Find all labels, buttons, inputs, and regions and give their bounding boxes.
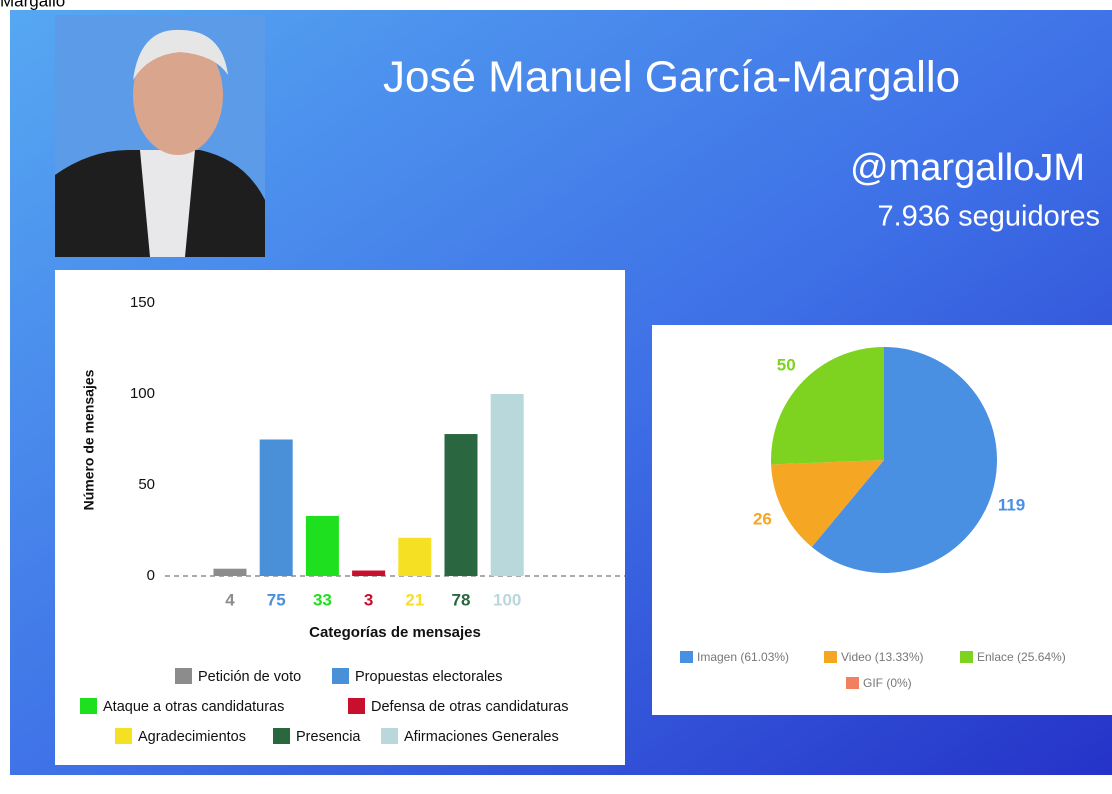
bar bbox=[398, 538, 431, 576]
legend-label: GIF (0%) bbox=[863, 676, 912, 690]
legend-swatch bbox=[960, 651, 973, 663]
title: José Manuel García-Margallo bbox=[383, 53, 960, 102]
legend-swatch bbox=[824, 651, 837, 663]
legend-swatch bbox=[273, 728, 290, 744]
legend-label: Agradecimientos bbox=[138, 729, 246, 745]
legend-label: Video (13.33%) bbox=[841, 650, 924, 664]
legend-label: Petición de voto bbox=[198, 669, 301, 685]
y-tick-label: 100 bbox=[130, 385, 155, 402]
bar bbox=[491, 394, 524, 576]
legend-label: Ataque a otras candidaturas bbox=[103, 699, 284, 715]
portrait bbox=[55, 15, 265, 257]
value-label: 3 bbox=[364, 590, 373, 609]
legend-label: Presencia bbox=[296, 729, 361, 745]
bar-chart-panel bbox=[55, 270, 625, 765]
y-axis-label: Número de mensajes bbox=[81, 369, 97, 510]
bar bbox=[306, 516, 339, 576]
value-label: 21 bbox=[405, 590, 424, 609]
legend-swatch bbox=[680, 651, 693, 663]
slide-canvas: Margallo José Manuel García-Margallo @ma… bbox=[0, 0, 1112, 794]
y-tick-label: 0 bbox=[147, 567, 155, 584]
legend-swatch bbox=[846, 677, 859, 689]
legend-label: Defensa de otras candidaturas bbox=[371, 699, 569, 715]
value-label: 50 bbox=[777, 356, 796, 375]
value-label: 75 bbox=[267, 590, 286, 609]
value-label: 119 bbox=[998, 496, 1025, 515]
handle: @margalloJM bbox=[850, 147, 1085, 189]
bar bbox=[260, 440, 293, 577]
value-label: 78 bbox=[452, 590, 471, 609]
legend-label: Propuestas electorales bbox=[355, 669, 503, 685]
legend-swatch bbox=[175, 668, 192, 684]
legend-label: Enlace (25.64%) bbox=[977, 650, 1066, 664]
legend-swatch bbox=[332, 668, 349, 684]
value-label: 26 bbox=[753, 510, 772, 529]
bar bbox=[445, 434, 478, 576]
legend-label: Imagen (61.03%) bbox=[697, 650, 789, 664]
legend-swatch bbox=[381, 728, 398, 744]
legend-label: Afirmaciones Generales bbox=[404, 729, 559, 745]
y-tick-label: 50 bbox=[138, 476, 155, 493]
page: Margallo José Manuel García-Margallo @ma… bbox=[0, 0, 1112, 794]
bar bbox=[352, 571, 385, 576]
legend-swatch bbox=[80, 698, 97, 714]
bar bbox=[214, 569, 247, 576]
legend-swatch bbox=[348, 698, 365, 714]
value-label: 33 bbox=[313, 590, 332, 609]
x-axis-label: Categorías de mensajes bbox=[309, 624, 481, 641]
value-label: 4 bbox=[225, 590, 235, 609]
followers: 7.936 seguidores bbox=[878, 201, 1101, 233]
y-tick-label: 150 bbox=[130, 294, 155, 311]
page-label: Margallo bbox=[0, 0, 65, 10]
value-label: 100 bbox=[493, 590, 521, 609]
legend-swatch bbox=[115, 728, 132, 744]
